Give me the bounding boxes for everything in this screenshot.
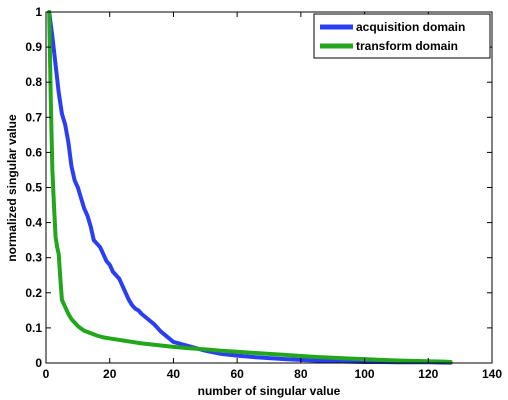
- y-tick-label: 0: [35, 356, 42, 370]
- legend-label-acquisition-domain: acquisition domain: [356, 20, 465, 34]
- x-tick-label: 0: [43, 367, 50, 381]
- y-tick-label: 0.9: [25, 40, 42, 54]
- x-tick-label: 80: [294, 367, 308, 381]
- x-tick-label: 120: [418, 367, 438, 381]
- series-line-transform-domain: [47, 10, 453, 364]
- y-tick-label: 0.4: [25, 216, 42, 230]
- legend-label-transform-domain: transform domain: [356, 39, 458, 53]
- ticks-layer: 0 20 40 60 80 100 120 140 0 0.1 0.2 0.3 0.4 0.5 0.6 0.7…: [25, 5, 502, 381]
- y-axis-label: normalized singular value: [5, 114, 19, 262]
- x-axis-label: number of singular value: [198, 384, 341, 398]
- y-tick-label: 0.6: [25, 145, 42, 159]
- y-tick-label: 0.3: [25, 251, 42, 265]
- plot-frame: [45, 11, 493, 364]
- y-tick-label: 0.5: [25, 181, 42, 195]
- x-tick-label: 140: [482, 367, 502, 381]
- x-tick-label: 100: [355, 367, 375, 381]
- x-tick-label: 60: [230, 367, 244, 381]
- legend: acquisition domain transform domain: [313, 13, 491, 59]
- plot-area: [46, 12, 492, 363]
- y-tick-label: 0.8: [25, 75, 42, 89]
- y-tick-label: 1: [35, 5, 42, 19]
- y-tick-label: 0.1: [25, 321, 42, 335]
- series-layer: [47, 10, 453, 365]
- x-tick-label: 40: [167, 367, 181, 381]
- x-tick-label: 20: [103, 367, 117, 381]
- series-line-acquisition-domain: [47, 10, 453, 365]
- legend-box: [313, 13, 491, 59]
- y-tick-label: 0.2: [25, 286, 42, 300]
- y-tick-label: 0.7: [25, 110, 42, 124]
